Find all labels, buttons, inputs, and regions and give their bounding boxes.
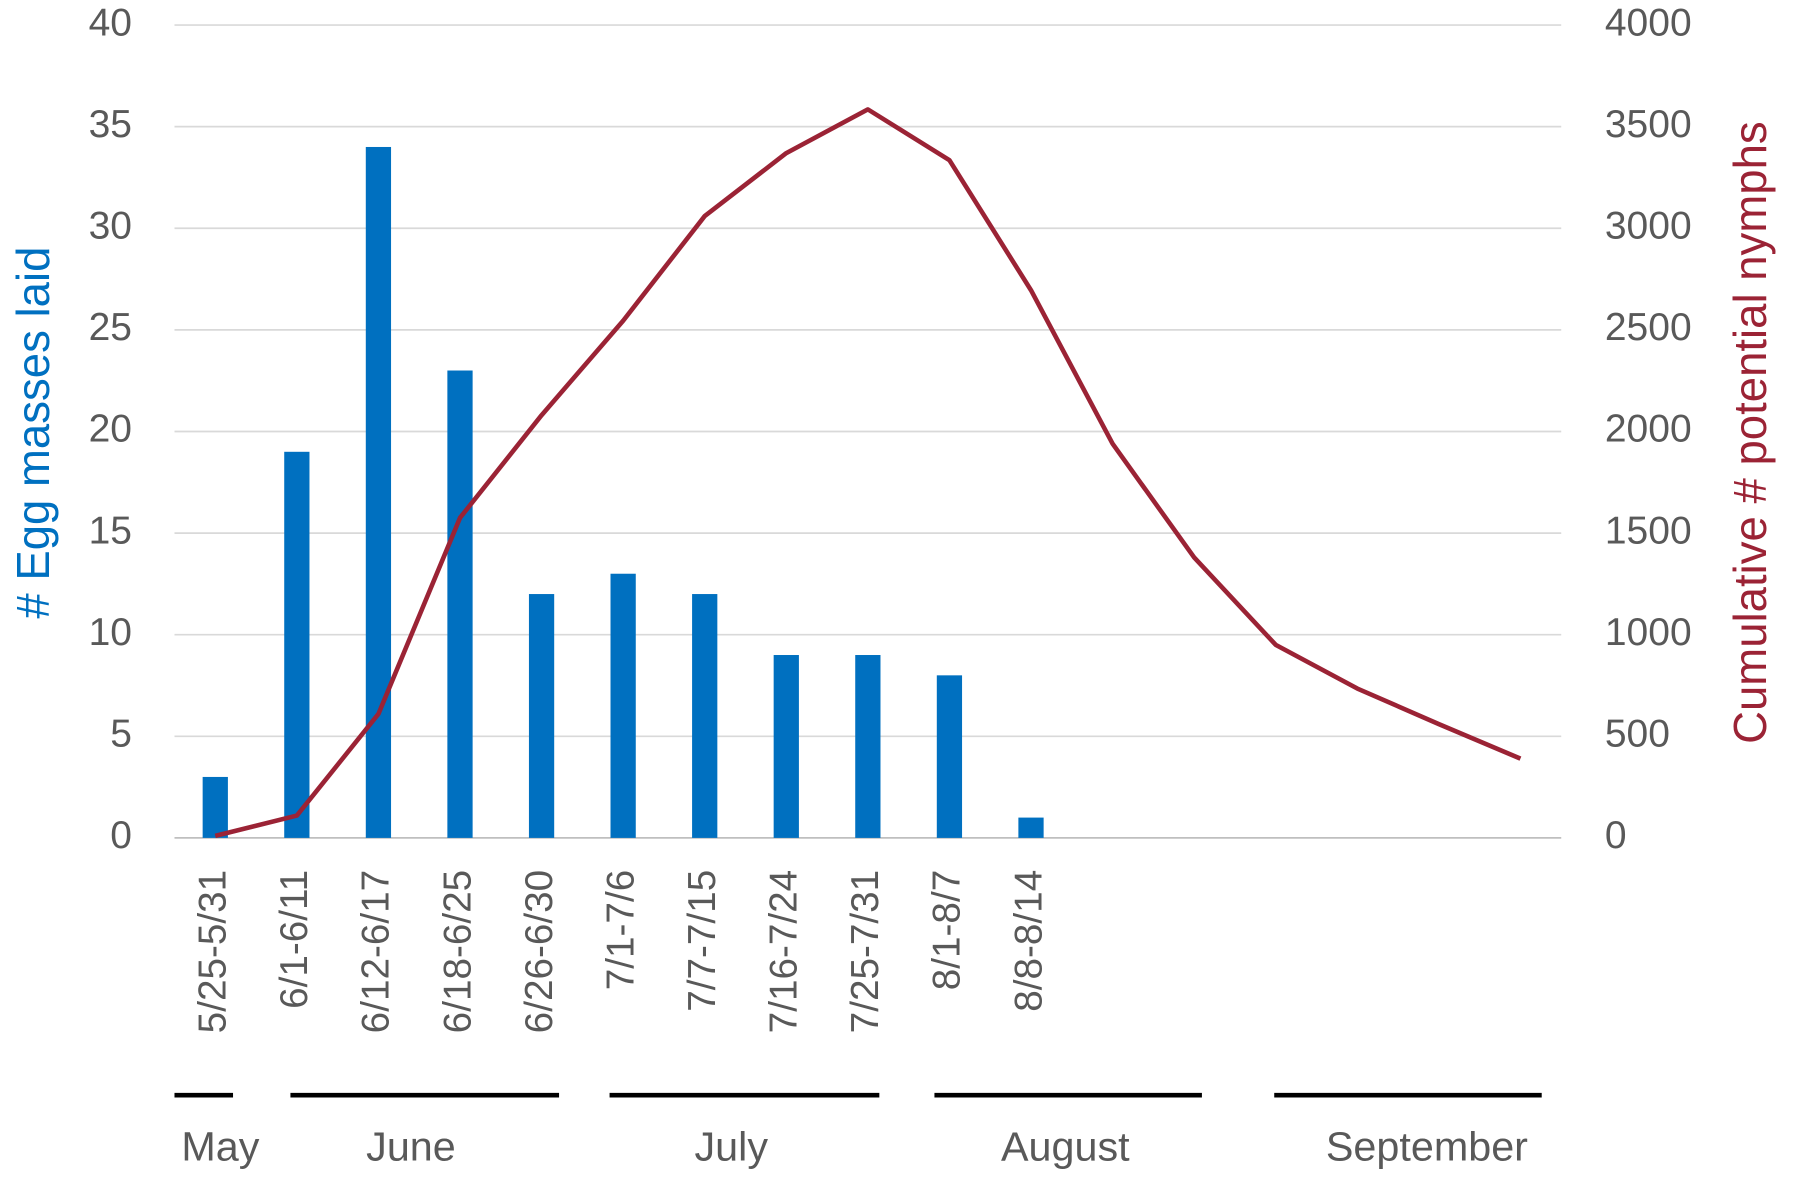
month-label: June [366, 1124, 456, 1170]
bar [855, 655, 881, 838]
y-tick-label: 25 [89, 306, 132, 349]
x-tick-label: 5/25-5/31 [191, 870, 234, 1034]
y2-tick-label: 1000 [1605, 611, 1692, 654]
y2-tick-label: 3000 [1605, 205, 1692, 248]
y-tick-label: 15 [89, 509, 132, 552]
bar [1018, 817, 1044, 838]
y2-tick-label: 4000 [1605, 1, 1692, 44]
bar [528, 594, 555, 838]
bar [365, 146, 392, 838]
y2-tick-label: 1500 [1605, 509, 1692, 552]
x-tick-label: 6/1-6/11 [273, 870, 316, 1009]
y-tick-label: 0 [110, 814, 132, 857]
y-tick-label: 5 [110, 713, 132, 756]
bar [773, 655, 799, 838]
month-label: September [1326, 1124, 1528, 1170]
bar [692, 594, 718, 838]
bar [447, 370, 473, 838]
bar [936, 675, 963, 838]
y-tick-label: 35 [89, 103, 132, 146]
y2-tick-label: 3500 [1605, 103, 1692, 146]
bar [284, 451, 310, 838]
x-tick-label: 8/8-8/14 [1007, 870, 1050, 1012]
month-label: July [695, 1124, 769, 1170]
x-tick-label: 6/12-6/17 [355, 870, 398, 1034]
month-label: August [1001, 1124, 1130, 1170]
y-tick-label: 10 [89, 611, 132, 654]
y-tick-label: 40 [89, 1, 132, 44]
x-tick-label: 7/25-7/31 [844, 870, 887, 1034]
y-tick-label: 20 [89, 408, 132, 451]
y2-tick-label: 500 [1605, 713, 1670, 756]
x-tick-label: 6/26-6/30 [518, 870, 561, 1034]
y-axis-label: # Egg masses laid [8, 247, 59, 619]
x-tick-label: 7/7-7/15 [681, 870, 724, 1012]
month-label: May [181, 1124, 259, 1170]
x-tick-label: 6/18-6/25 [436, 870, 479, 1034]
x-tick-label: 7/1-7/6 [599, 870, 642, 990]
y2-tick-label: 2000 [1605, 408, 1692, 451]
bar [610, 573, 636, 838]
x-tick-label: 8/1-8/7 [926, 870, 969, 990]
y2-axis-label: Cumulative # potential nymphs [1725, 121, 1776, 744]
y2-tick-label: 2500 [1605, 306, 1692, 349]
x-tick-label: 7/16-7/24 [762, 870, 805, 1034]
y2-tick-label: 0 [1605, 814, 1627, 857]
y-tick-label: 30 [89, 205, 132, 248]
bar [202, 776, 228, 838]
line [214, 107, 1522, 839]
